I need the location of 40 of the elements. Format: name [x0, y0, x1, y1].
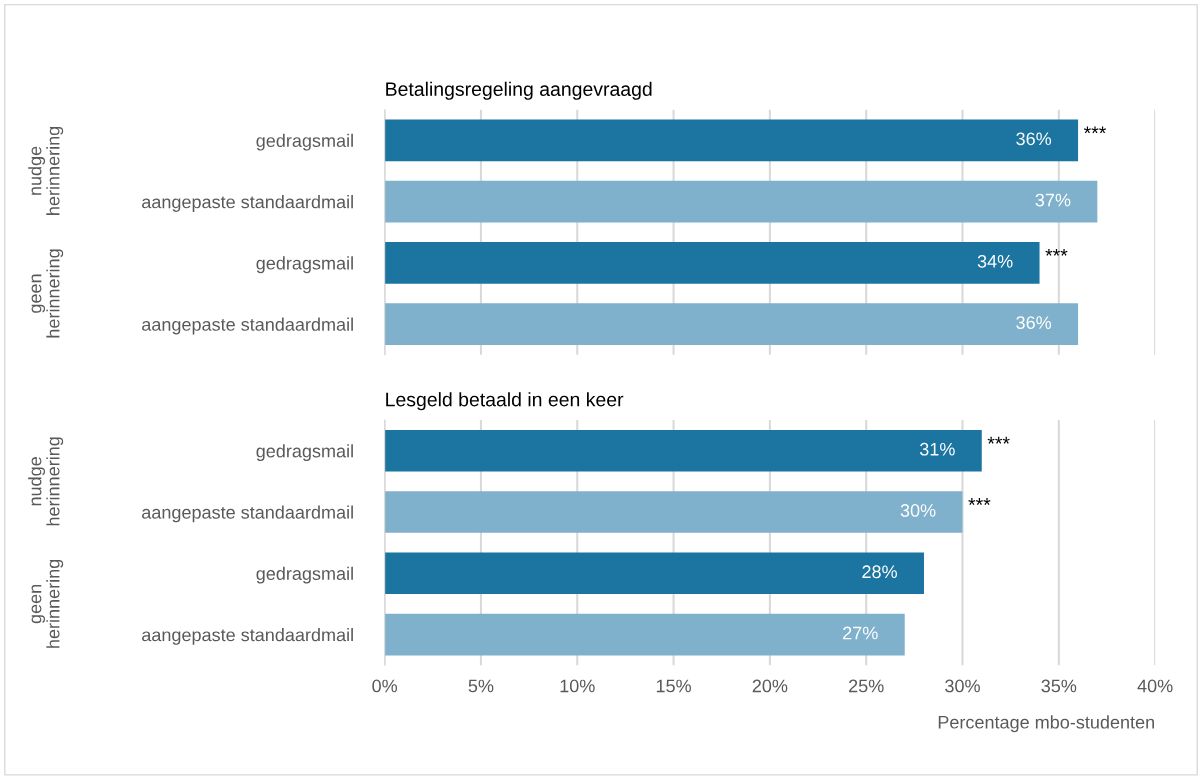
- x-axis-title: Percentage mbo-studenten: [938, 715, 1154, 733]
- y-tick-label: gedragsmail: [256, 133, 353, 151]
- x-tick-label: 5%: [468, 679, 494, 693]
- data-label: 27%: [843, 626, 878, 640]
- y-tick-label: gedragsmail: [256, 444, 353, 462]
- data-label: 28%: [862, 565, 897, 579]
- bar: [384, 429, 982, 472]
- x-tick-label: 40%: [1137, 679, 1173, 693]
- y-tick-label: aangepaste standaardmail: [142, 195, 353, 212]
- y-tick-label: aangepaste standaardmail: [142, 628, 353, 645]
- data-label: 36%: [1016, 316, 1052, 329]
- annotation: ***: [968, 498, 991, 505]
- text: nudge herinnering: [28, 437, 64, 526]
- annotation: ***: [987, 436, 1010, 444]
- data-label: 37%: [1035, 193, 1071, 207]
- x-tick-label: 10%: [560, 679, 595, 693]
- bar: [384, 613, 905, 656]
- x-tick-label: 0%: [372, 679, 398, 693]
- text: geen herinnering: [31, 249, 64, 338]
- y-tick-label: gedragsmail: [256, 566, 353, 584]
- bar: [384, 552, 924, 595]
- x-tick-label: 30%: [945, 679, 980, 693]
- chart-title: Betalingsregeling aangevraagd: [386, 81, 652, 100]
- text: geen herinnering: [31, 559, 64, 648]
- x-tick-label: 20%: [752, 679, 788, 693]
- annotation: ***: [1083, 126, 1107, 134]
- annotation: ***: [1045, 248, 1068, 256]
- data-label: 31%: [919, 442, 955, 456]
- y-tick-label: aangepaste standaardmail: [142, 505, 353, 523]
- data-label: 36%: [1016, 132, 1052, 146]
- data-label: 30%: [900, 504, 936, 517]
- data-label: 34%: [977, 254, 1013, 268]
- chart-title: Lesgeld betaald in een keer: [386, 392, 624, 411]
- text: nudge herinnering: [28, 126, 64, 215]
- x-tick-label: 15%: [656, 679, 691, 693]
- y-tick-label: aangepaste standaardmail: [142, 317, 353, 335]
- bar: [384, 491, 963, 533]
- x-tick-label: 25%: [849, 679, 884, 693]
- x-tick-label: 35%: [1041, 679, 1077, 693]
- y-tick-label: gedragsmail: [256, 256, 353, 274]
